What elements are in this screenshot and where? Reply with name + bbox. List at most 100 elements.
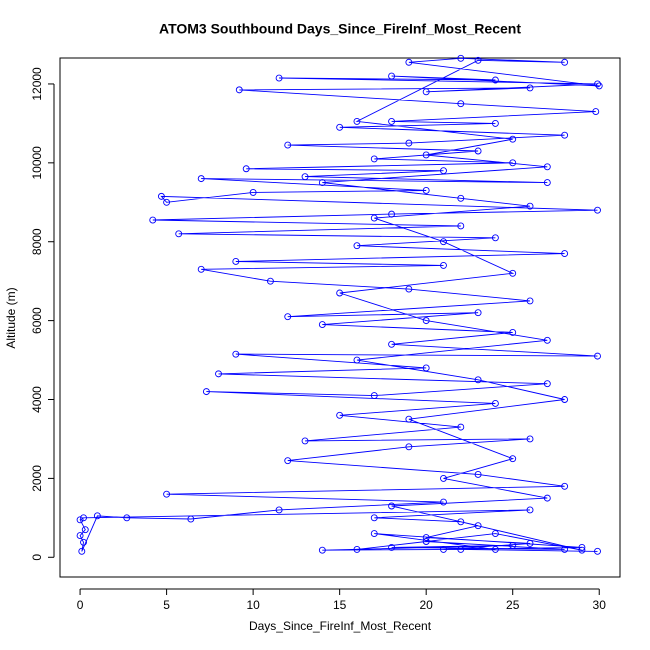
x-tick-label: 30 [593,598,607,612]
y-axis-label: Altitude (m) [4,287,18,348]
data-point [266,277,274,285]
data-point [509,541,517,549]
y-tick-label: 2000 [30,465,44,492]
data-point [526,202,534,210]
data-point [578,546,586,554]
data-point [301,173,309,181]
data-point [405,139,413,147]
y-tick-label: 6000 [30,307,44,334]
data-point [474,522,482,530]
data-point [215,370,222,378]
data-point [594,80,601,88]
data-point [301,437,309,445]
data-point [422,534,430,542]
data-point [284,141,292,149]
data-point [370,530,378,538]
data-point [232,258,240,265]
data-point [275,74,283,82]
data-point [422,151,430,159]
data-point [578,543,586,551]
data-point [284,313,292,321]
data-point [78,547,86,555]
x-tick-label: 0 [77,598,84,612]
data-point [232,350,240,358]
data-point [163,198,171,206]
data-point [388,340,396,348]
data-point [526,506,534,514]
data-point [440,545,447,553]
x-tick-label: 25 [506,598,520,612]
data-point [422,88,430,96]
data-point [318,321,326,329]
data-point [353,242,361,250]
plot-box [59,57,621,578]
data-point [526,297,534,305]
data-point [284,457,292,465]
data-point [543,163,551,171]
data-point [422,317,430,325]
data-point [440,167,447,175]
data-point [388,117,396,125]
data-point [336,411,344,419]
x-tick-label: 20 [420,598,434,612]
data-point [157,192,165,200]
data-point [422,538,430,545]
data-point [422,364,430,372]
data-point [163,490,171,498]
data-point [457,545,465,553]
data-point [474,376,482,384]
y-tick-label: 10000 [30,146,44,180]
x-tick-label: 15 [333,598,347,612]
data-point [526,84,534,92]
data-point [595,82,603,90]
data-point [318,179,326,187]
data-point [336,289,344,297]
data-point [187,515,195,523]
y-tick-label: 8000 [30,228,44,255]
data-point [422,187,430,194]
data-point [526,435,534,443]
data-point [509,159,517,167]
data-point [242,165,250,173]
data-point [457,194,465,202]
data-point [370,392,378,400]
data-point [543,336,551,344]
data-point [353,545,361,553]
data-point [80,538,87,546]
data-point [249,188,257,196]
data-point [440,238,447,246]
data-point [491,119,499,127]
data-point [149,216,157,224]
data-point [594,206,601,214]
data-point [457,423,465,431]
series-line [79,57,600,552]
data-point [388,502,396,510]
data-point [405,285,413,293]
data-point [509,269,517,277]
y-tick-label: 0 [30,554,44,561]
data-point [440,474,447,482]
data-point [202,388,210,396]
data-point [561,482,569,490]
data-point [457,100,465,108]
data-point [353,117,361,125]
data-point [440,261,447,269]
data-point [197,265,205,273]
data-point [457,518,465,526]
data-point [275,506,283,514]
data-point [336,123,344,131]
x-axis-label: Days_Since_FireInf_Most_Recent [249,619,432,633]
data-point [526,540,534,547]
data-point [370,514,378,522]
data-point [491,76,499,84]
data-point [405,443,413,451]
data-point [76,532,84,540]
data-point [491,545,499,553]
data-point [197,175,205,183]
data-point [543,380,551,388]
chart-title: ATOM3 Southbound Days_Since_FireInf_Most… [159,21,521,37]
data-point [543,179,551,187]
data-point [405,415,413,423]
data-point [491,399,499,407]
data-point [457,54,465,62]
